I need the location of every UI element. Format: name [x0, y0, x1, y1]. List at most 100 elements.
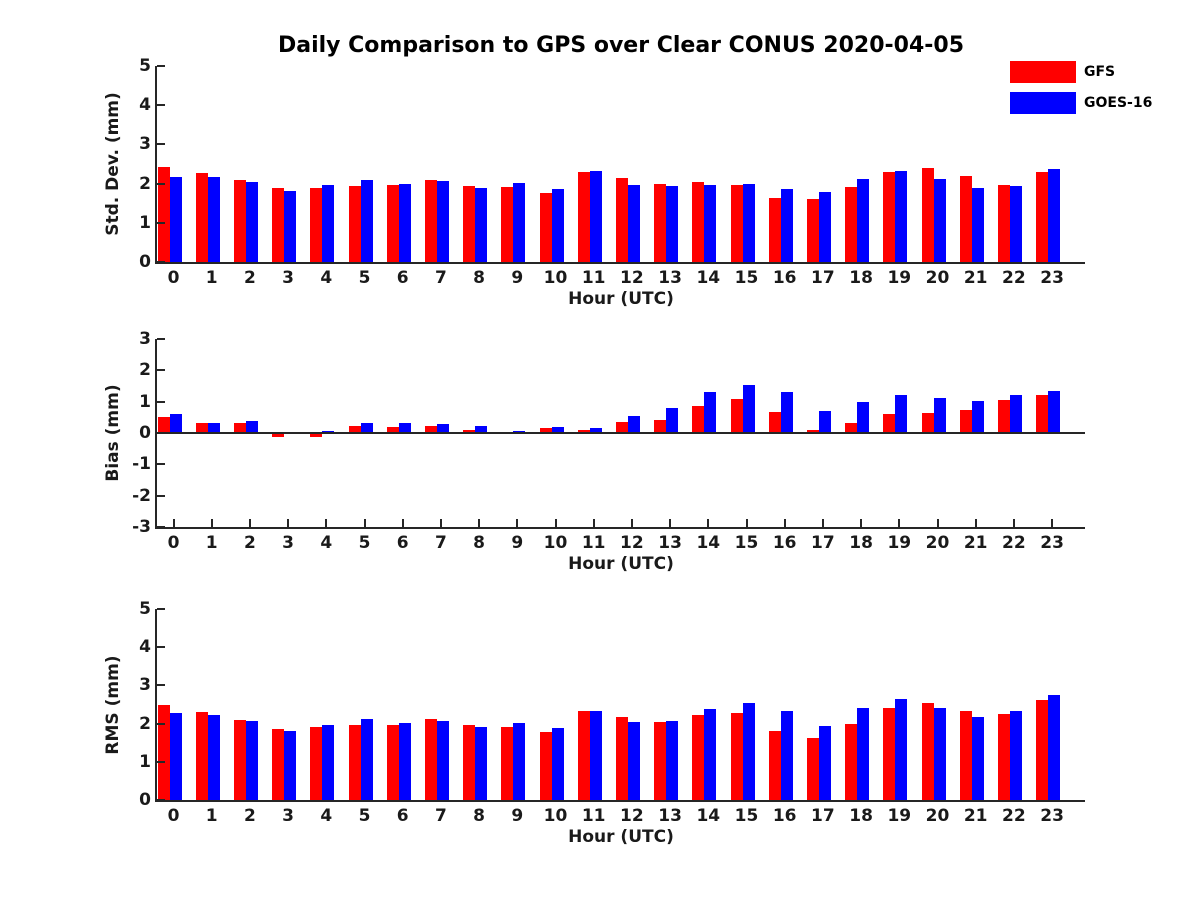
rms-x-tick-label: 3 — [282, 806, 295, 826]
bias-y-tick — [157, 463, 165, 466]
bar-goes16-hour-17 — [818, 192, 831, 262]
bias-x-tick-label: 14 — [696, 533, 721, 553]
bar-goes16-hour-16 — [780, 711, 793, 800]
bias-y-tick — [157, 338, 165, 340]
bias-x-tick — [783, 519, 786, 527]
bar-gfs-hour-2 — [233, 719, 246, 800]
rms-x-tick-label: 13 — [658, 806, 682, 826]
bar-gfs-hour-22 — [997, 400, 1010, 433]
bias-x-tick — [936, 519, 939, 527]
bar-gfs-hour-23 — [1036, 394, 1049, 433]
std-dev-y-tick — [157, 221, 165, 224]
bar-goes16-hour-18 — [857, 402, 870, 433]
std-dev-x-tick-label: 10 — [543, 268, 568, 288]
rms-x-tick-label: 0 — [167, 806, 180, 826]
bar-goes16-hour-5 — [360, 180, 373, 262]
bar-gfs-hour-6 — [386, 427, 399, 433]
bar-gfs-hour-20 — [921, 412, 934, 433]
std-dev-y-tick — [157, 182, 165, 185]
std-dev-y-tick-label: 5 — [139, 56, 151, 76]
bar-gfs-hour-3 — [272, 433, 285, 438]
bar-gfs-hour-3 — [272, 728, 285, 800]
bar-goes16-hour-9 — [513, 182, 526, 262]
bar-goes16-hour-4 — [322, 185, 335, 262]
bias-x-tick — [478, 519, 481, 527]
bar-gfs-hour-7 — [424, 426, 437, 433]
bar-goes16-hour-1 — [207, 176, 220, 262]
bias-x-tick-label: 12 — [620, 533, 644, 553]
rms-y-tick — [157, 722, 165, 725]
std-dev-x-tick-label: 23 — [1040, 268, 1064, 288]
bias-x-tick-label: 8 — [473, 533, 486, 553]
bar-gfs-hour-20 — [921, 167, 934, 262]
std-dev-y-tick-label: 1 — [139, 212, 151, 233]
bar-gfs-hour-4 — [310, 187, 323, 262]
bar-gfs-hour-13 — [654, 721, 667, 800]
bar-goes16-hour-0 — [169, 413, 182, 433]
bar-goes16-hour-10 — [551, 727, 564, 800]
rms-x-tick-label: 2 — [243, 806, 256, 826]
bar-gfs-hour-18 — [845, 723, 858, 800]
bar-gfs-hour-19 — [883, 707, 896, 800]
bias-x-tick-label: 1 — [205, 533, 218, 553]
bias-zero-line — [155, 432, 1085, 434]
bar-gfs-hour-0 — [157, 704, 170, 800]
bar-goes16-hour-1 — [207, 714, 220, 800]
bias-x-tick-label: 20 — [925, 533, 950, 553]
bar-gfs-hour-9 — [501, 186, 514, 262]
rms-y-tick-label: 3 — [139, 675, 151, 696]
bar-goes16-hour-11 — [589, 710, 602, 800]
bar-gfs-hour-13 — [654, 184, 667, 262]
bias-x-tick-label: 22 — [1002, 533, 1026, 553]
std-dev-x-tick-label: 1 — [205, 268, 218, 288]
std-dev-y-tick — [157, 104, 165, 107]
bias-x-tick — [821, 519, 824, 527]
rms-x-axis-title: Hour (UTC) — [568, 827, 674, 847]
bias-x-tick-label: 23 — [1040, 533, 1064, 553]
bar-gfs-hour-10 — [539, 428, 552, 433]
std-dev-x-tick-label: 7 — [434, 268, 447, 288]
bias-x-tick-label: 6 — [396, 533, 409, 553]
bar-goes16-hour-5 — [360, 719, 373, 800]
rms-y-tick — [157, 646, 165, 649]
bias-y-tick — [157, 369, 165, 372]
bias-x-tick-label: 15 — [734, 533, 759, 553]
bar-gfs-hour-14 — [692, 715, 705, 800]
bar-gfs-hour-17 — [806, 430, 819, 433]
bias-x-tick-label: 9 — [511, 533, 524, 553]
rms-y-tick — [157, 799, 165, 801]
rms-x-tick-label: 16 — [772, 806, 797, 826]
rms-y-tick-label: 1 — [139, 751, 151, 772]
std-dev-x-tick-label: 19 — [887, 268, 912, 288]
legend-label-goes-16: GOES-16 — [1084, 95, 1153, 111]
bias-x-tick — [592, 519, 595, 527]
bias-y-tick-label: -3 — [132, 517, 151, 537]
bias-x-tick — [1051, 519, 1054, 527]
std-dev-x-tick-label: 0 — [167, 268, 180, 288]
bias-x-tick — [1012, 519, 1015, 527]
bar-goes16-hour-17 — [818, 725, 831, 800]
bar-goes16-hour-20 — [933, 398, 946, 433]
bias-x-tick-label: 5 — [358, 533, 371, 553]
bar-goes16-hour-3 — [284, 191, 297, 262]
bar-gfs-hour-0 — [157, 167, 170, 262]
bias-x-axis-spine — [155, 527, 1085, 529]
bias-x-tick-label: 13 — [658, 533, 682, 553]
rms-x-tick-label: 1 — [205, 806, 218, 826]
bar-gfs-hour-14 — [692, 406, 705, 433]
bar-gfs-hour-23 — [1036, 699, 1049, 800]
bar-gfs-hour-18 — [845, 422, 858, 433]
bar-gfs-hour-5 — [348, 185, 361, 262]
bar-gfs-hour-8 — [463, 725, 476, 800]
std-dev-y-axis-title: Std. Dev. (mm) — [103, 92, 123, 236]
bar-goes16-hour-21 — [971, 187, 984, 262]
bar-goes16-hour-8 — [475, 727, 488, 800]
bias-x-tick — [860, 519, 863, 527]
bias-x-tick-label: 19 — [887, 533, 912, 553]
bar-gfs-hour-8 — [463, 430, 476, 433]
bias-x-tick — [745, 519, 748, 527]
rms-y-tick-label: 5 — [139, 599, 151, 619]
bar-gfs-hour-1 — [195, 173, 208, 262]
bias-y-axis-title: Bias (mm) — [103, 384, 123, 482]
bar-goes16-hour-21 — [971, 716, 984, 800]
